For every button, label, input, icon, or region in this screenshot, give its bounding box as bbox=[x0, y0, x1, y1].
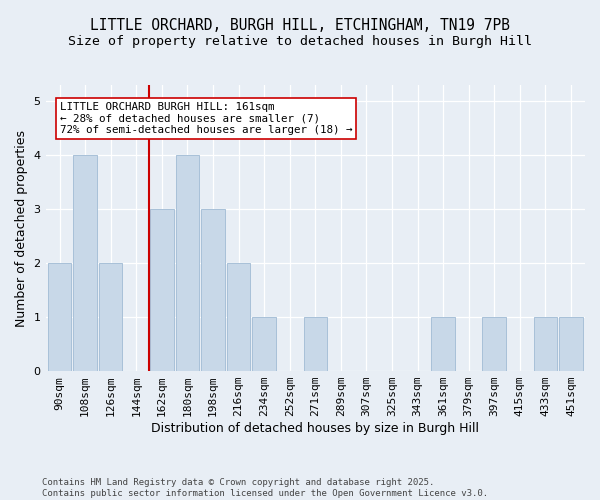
X-axis label: Distribution of detached houses by size in Burgh Hill: Distribution of detached houses by size … bbox=[151, 422, 479, 435]
Bar bbox=[304, 317, 327, 371]
Text: LITTLE ORCHARD BURGH HILL: 161sqm
← 28% of detached houses are smaller (7)
72% o: LITTLE ORCHARD BURGH HILL: 161sqm ← 28% … bbox=[60, 102, 353, 136]
Text: Contains HM Land Registry data © Crown copyright and database right 2025.
Contai: Contains HM Land Registry data © Crown c… bbox=[42, 478, 488, 498]
Bar bbox=[227, 263, 250, 371]
Bar bbox=[533, 317, 557, 371]
Bar bbox=[176, 155, 199, 371]
Bar bbox=[482, 317, 506, 371]
Bar bbox=[431, 317, 455, 371]
Text: Size of property relative to detached houses in Burgh Hill: Size of property relative to detached ho… bbox=[68, 35, 532, 48]
Y-axis label: Number of detached properties: Number of detached properties bbox=[15, 130, 28, 326]
Bar bbox=[253, 317, 276, 371]
Text: LITTLE ORCHARD, BURGH HILL, ETCHINGHAM, TN19 7PB: LITTLE ORCHARD, BURGH HILL, ETCHINGHAM, … bbox=[90, 18, 510, 32]
Bar bbox=[201, 209, 225, 371]
Bar bbox=[48, 263, 71, 371]
Bar bbox=[559, 317, 583, 371]
Bar bbox=[99, 263, 122, 371]
Bar bbox=[150, 209, 173, 371]
Bar bbox=[73, 155, 97, 371]
